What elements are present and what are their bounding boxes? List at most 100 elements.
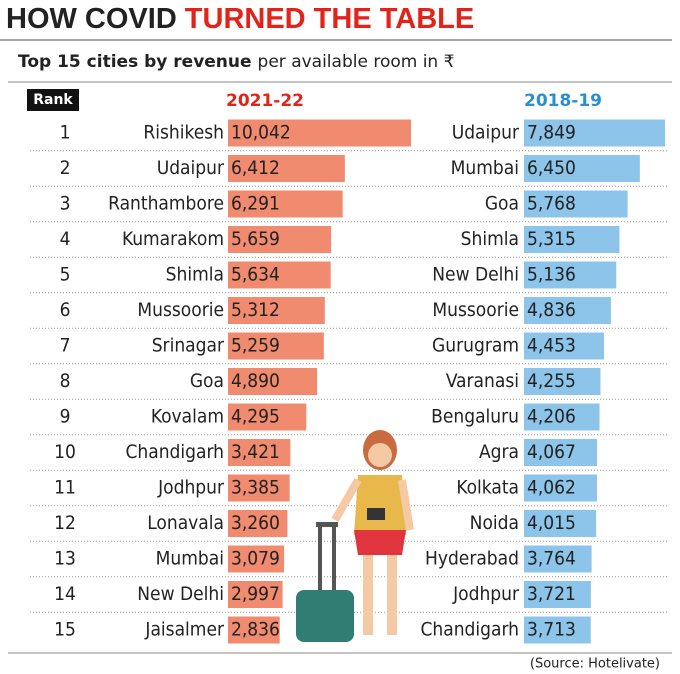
rank-header-box xyxy=(27,89,79,111)
category-label: Chandigarh xyxy=(125,441,224,463)
value-label: 4,062 xyxy=(527,477,576,499)
bar xyxy=(228,474,290,502)
category-label: Gurugram xyxy=(432,335,519,357)
rank: 9 xyxy=(60,406,71,428)
category-label: New Delhi xyxy=(432,264,519,286)
value-label: 4,295 xyxy=(231,406,280,428)
bar xyxy=(524,510,597,537)
rank: 10 xyxy=(54,441,76,463)
value-label: 3,260 xyxy=(231,512,280,534)
bar xyxy=(524,190,628,218)
rank: 5 xyxy=(60,264,71,286)
rank: 8 xyxy=(60,370,71,392)
value-label: 4,255 xyxy=(527,370,576,392)
rank: 6 xyxy=(60,299,71,321)
bar xyxy=(524,474,597,502)
value-label: 6,450 xyxy=(527,157,576,179)
value-label: 5,136 xyxy=(527,264,576,286)
value-label: 3,385 xyxy=(231,477,280,499)
bar xyxy=(228,439,291,466)
bar xyxy=(228,155,345,182)
value-label: 5,768 xyxy=(527,193,576,215)
category-label: Agra xyxy=(479,441,519,463)
category-label: Mussoorie xyxy=(432,299,519,321)
value-label: 3,421 xyxy=(231,441,280,463)
bar xyxy=(228,403,307,431)
rank: 15 xyxy=(54,619,76,641)
category-label: Bengaluru xyxy=(431,406,519,428)
bar xyxy=(228,297,325,324)
source: (Source: Hotelivate) xyxy=(530,657,660,672)
value-label: 4,836 xyxy=(527,299,576,321)
category-label: Ranthambore xyxy=(108,193,224,215)
bar xyxy=(524,261,617,289)
bar xyxy=(228,545,285,573)
chart-title: HOW COVID TURNED THE TABLE xyxy=(6,3,474,35)
category-label: Rishikesh xyxy=(143,122,224,144)
illustration xyxy=(296,430,414,642)
bar xyxy=(524,545,592,573)
value-label: 2,997 xyxy=(231,583,280,605)
category-label: Noida xyxy=(470,512,519,534)
bar xyxy=(228,261,331,289)
value-label: 3,079 xyxy=(231,548,280,570)
value-label: 6,291 xyxy=(231,193,280,215)
category-label: Goa xyxy=(485,193,519,215)
rank: 2 xyxy=(60,157,71,179)
category-label: Mussoorie xyxy=(137,299,224,321)
bar xyxy=(524,403,600,431)
value-label: 7,849 xyxy=(527,122,576,144)
title-highlight: TURNED THE TABLE xyxy=(185,3,474,35)
category-label: Kumarakom xyxy=(122,228,224,250)
category-label: Jaisalmer xyxy=(144,619,225,641)
category-label: Mumbai xyxy=(451,157,519,179)
bar xyxy=(524,332,604,360)
rank: 4 xyxy=(60,228,71,250)
category-label: Goa xyxy=(190,370,224,392)
category-label: Shimla xyxy=(461,228,519,250)
value-label: 5,659 xyxy=(231,228,280,250)
category-label: Varanasi xyxy=(446,370,519,392)
value-label: 3,764 xyxy=(527,548,576,570)
value-label: 4,890 xyxy=(231,370,280,392)
value-label: 4,015 xyxy=(527,512,576,534)
value-label: 3,713 xyxy=(527,619,576,641)
category-label: Hyderabad xyxy=(425,548,519,570)
bar xyxy=(228,119,411,147)
bar xyxy=(524,616,591,644)
bar xyxy=(524,297,611,324)
value-label: 10,042 xyxy=(231,122,291,144)
bar xyxy=(524,368,601,395)
bar xyxy=(228,510,288,537)
value-label: 4,206 xyxy=(527,406,576,428)
rank: 12 xyxy=(54,512,76,534)
category-label: New Delhi xyxy=(137,583,224,605)
category-label: Jodhpur xyxy=(157,477,225,499)
rank: 1 xyxy=(60,122,71,144)
value-label: 5,315 xyxy=(527,228,576,250)
value-label: 2,836 xyxy=(231,619,280,641)
rank: 7 xyxy=(60,335,71,357)
category-label: Srinagar xyxy=(152,335,225,357)
bar xyxy=(524,119,665,147)
category-label: Kolkata xyxy=(456,477,519,499)
legend-label: 2021-22 xyxy=(226,91,304,111)
rank: 3 xyxy=(60,193,71,215)
value-label: 3,721 xyxy=(527,583,576,605)
bar xyxy=(228,332,324,360)
bar xyxy=(228,581,283,608)
bar xyxy=(524,155,640,182)
bar xyxy=(524,581,591,608)
bar xyxy=(524,439,598,466)
category-label: Shimla xyxy=(166,264,224,286)
bar xyxy=(524,226,620,253)
rank-header: Rank xyxy=(33,92,73,108)
bar xyxy=(228,616,280,644)
category-label: Mumbai xyxy=(156,548,224,570)
title-lead: HOW COVID xyxy=(6,3,177,35)
bar xyxy=(228,190,343,218)
subtitle-rest: per available room in ₹ xyxy=(258,52,455,72)
rank: 13 xyxy=(54,548,76,570)
value-label: 4,067 xyxy=(527,441,576,463)
